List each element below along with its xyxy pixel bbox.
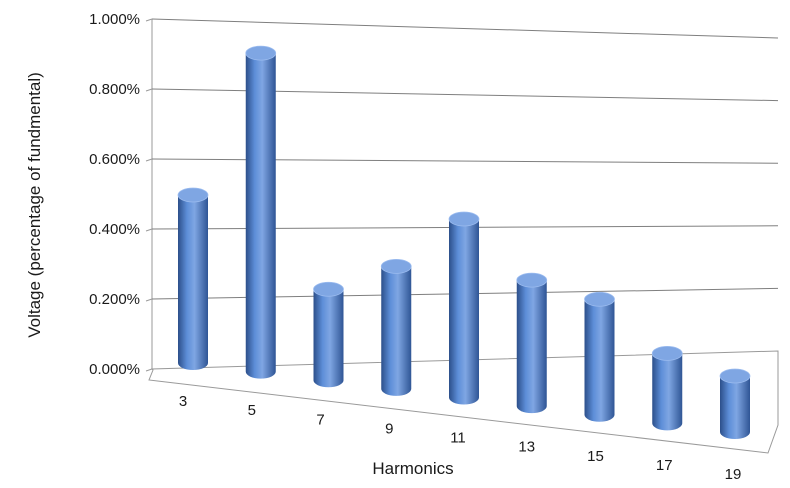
y-tick-label: 0.000% [89,361,140,378]
bar-top-cap [313,281,344,297]
bar-body [313,289,344,388]
x-tick-label: 19 [725,466,742,483]
y-tick-mark [145,88,153,92]
x-tick-label: 13 [518,439,535,456]
bar [719,368,751,439]
x-tick-label: 17 [656,457,673,474]
bar-top-cap [584,291,615,307]
x-tick-label: 7 [316,411,324,428]
x-axis-tick-labels: 3 5 7 9 11 13 15 17 19 [179,393,742,483]
bar-body [720,376,750,439]
bar-body [245,53,276,379]
gridline [151,18,779,39]
x-tick-label: 11 [450,430,466,447]
y-tick-mark [145,158,153,162]
y-axis-tick-labels: 0.000% 0.200% 0.400% 0.600% 0.800% 1.000% [89,11,140,378]
bar [516,272,548,414]
bar [584,291,615,422]
x-tick-label: 9 [385,420,393,437]
bar-body [584,299,615,422]
bar [177,187,209,370]
y-tick-label: 0.800% [89,81,140,98]
y-tick-mark [145,18,153,22]
bar-top-cap [380,258,412,274]
y-tick-mark [145,298,153,302]
bar [448,211,480,405]
bar-series [177,45,751,439]
bar-top-cap [245,45,277,61]
bar [651,345,683,431]
y-tick-label: 0.200% [89,291,140,308]
bar-body [381,266,412,396]
x-axis-title: Harmonics [372,459,453,478]
y-tick-mark [145,368,153,372]
bar-top-cap [448,211,480,227]
bar [380,258,412,396]
bar-body [178,195,208,370]
y-tick-mark [145,228,153,232]
y-tick-label: 1.000% [89,11,140,28]
bar-top-cap [719,368,751,384]
bar-top-cap [516,272,548,288]
bar-top-cap [177,187,209,203]
y-tick-label: 0.600% [89,151,140,168]
bar [313,281,344,388]
x-tick-label: 3 [179,393,187,410]
bar [245,45,277,379]
y-axis-title: Voltage (percentage of fundmental) [25,72,44,338]
y-tick-label: 0.400% [89,221,140,238]
bar-body [449,219,479,405]
x-tick-label: 15 [587,448,604,465]
x-tick-label: 5 [248,402,256,419]
bar-top-cap [651,345,683,361]
bar-body [652,353,683,431]
bar-body [516,280,547,414]
